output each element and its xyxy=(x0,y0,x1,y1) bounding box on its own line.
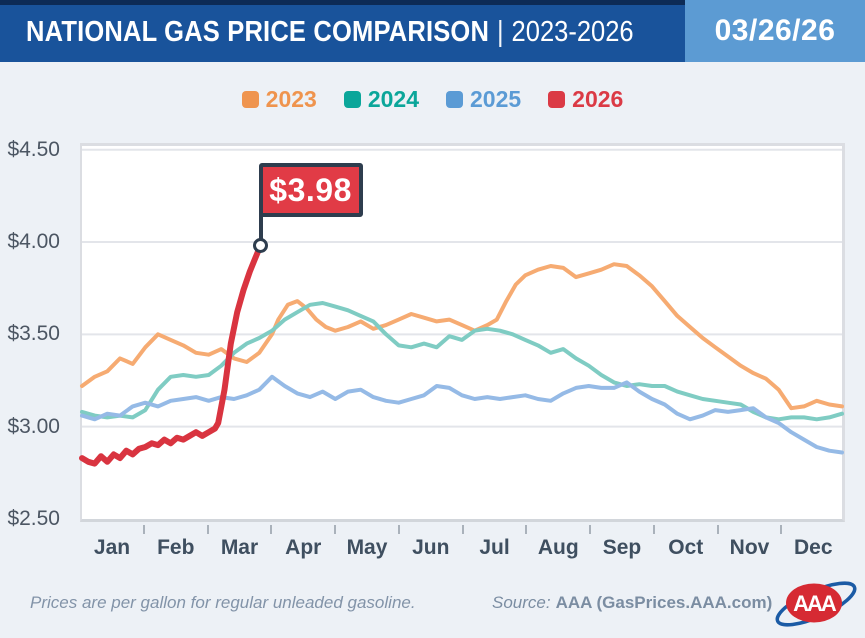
series-line-2023 xyxy=(80,262,844,411)
source-prefix: Source: xyxy=(492,593,551,612)
y-axis-label-400: $4.00 xyxy=(7,230,60,254)
x-axis-tick xyxy=(142,525,145,534)
series-line-2025 xyxy=(80,374,844,455)
legend-label-2026: 2026 xyxy=(572,86,624,112)
price-flag: $3.98 xyxy=(258,163,363,217)
source-text: AAA (GasPrices.AAA.com) xyxy=(555,593,773,612)
legend-swatch-2023 xyxy=(241,91,259,108)
legend-item-2026: 2026 xyxy=(548,86,623,113)
y-axis-label-250: $2.50 xyxy=(7,507,60,530)
aaa-logo-oval xyxy=(786,583,842,623)
x-axis-tick xyxy=(652,525,655,534)
date-badge: 03/26/26 xyxy=(685,0,865,62)
series-line-2026 xyxy=(79,242,264,467)
x-axis-label-jun: Jun xyxy=(412,536,450,559)
x-axis-tick xyxy=(589,525,591,534)
legend-label-2025: 2025 xyxy=(470,86,522,112)
x-axis-tick xyxy=(461,525,464,534)
legend-item-2025: 2025 xyxy=(446,86,521,113)
x-axis-label-dec: Dec xyxy=(793,536,833,559)
x-axis-tick xyxy=(334,525,336,534)
legend-swatch-2025 xyxy=(446,91,463,108)
endpoint-marker xyxy=(253,238,269,254)
legend-item-2023: 2023 xyxy=(241,86,317,113)
x-axis-label-jul: Jul xyxy=(479,536,510,559)
legend-swatch-2026 xyxy=(548,91,566,108)
x-axis-tick xyxy=(780,525,783,534)
header-accent-strip xyxy=(0,0,685,5)
x-axis-label-nov: Nov xyxy=(729,536,770,559)
x-axis-tick xyxy=(270,525,273,534)
legend-label-2023: 2023 xyxy=(265,86,317,112)
x-axis-label-sep: Sep xyxy=(602,536,642,559)
y-axis-label-350: $3.50 xyxy=(7,322,60,346)
x-axis-tick xyxy=(397,525,400,534)
title-divider: | xyxy=(496,16,504,48)
legend-item-2024: 2024 xyxy=(343,86,419,113)
header-bar: NATIONAL GAS PRICE COMPARISON | 2023-2026 … xyxy=(0,0,865,62)
legend-label-2024: 2024 xyxy=(367,86,419,112)
page-title-main: NATIONAL GAS PRICE COMPARISON xyxy=(26,16,490,48)
x-axis-label-oct: Oct xyxy=(668,536,704,559)
x-axis-label-jan: Jan xyxy=(93,536,131,559)
footer-note: Prices are per gallon for regular unlead… xyxy=(30,593,416,612)
aaa-logo: AAA xyxy=(775,581,857,627)
page-title-years: 2023-2026 xyxy=(511,16,634,48)
y-axis-label-300: $3.00 xyxy=(7,414,60,438)
chart-legend: 2023 2024 2025 2026 xyxy=(0,86,865,113)
x-axis-tick xyxy=(525,525,528,534)
x-axis-tick xyxy=(716,525,719,534)
plot-area xyxy=(79,143,845,522)
footer-source: Source: AAA (GasPrices.AAA.com) xyxy=(492,593,772,613)
x-axis-label-mar: Mar xyxy=(220,536,259,559)
x-axis-label-apr: Apr xyxy=(285,536,322,559)
series-line-2024 xyxy=(80,301,844,422)
x-axis-label-aug: Aug xyxy=(537,536,579,559)
y-axis-label-450: $4.50 xyxy=(7,137,60,161)
aaa-logo-text: AAA xyxy=(793,591,837,616)
x-axis-label-feb: Feb xyxy=(157,536,195,559)
x-axis-label-may: May xyxy=(346,536,388,559)
page-title: NATIONAL GAS PRICE COMPARISON | 2023-2026 xyxy=(26,0,634,62)
legend-swatch-2024 xyxy=(343,91,361,108)
line-chart xyxy=(79,148,844,467)
x-axis-tick xyxy=(206,525,209,534)
